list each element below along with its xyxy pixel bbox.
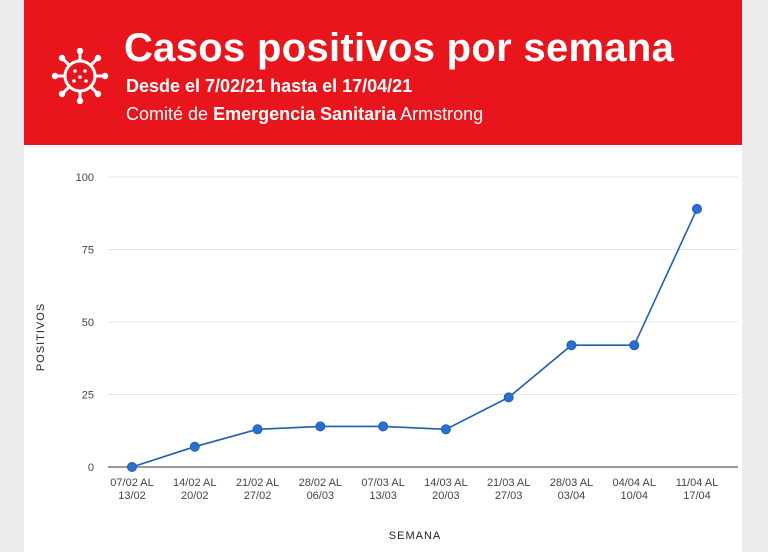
page-title: Casos positivos por semana — [124, 26, 675, 70]
committee-suffix: Armstrong — [400, 104, 484, 124]
x-tick-label: 28/02 AL 06/03 — [299, 477, 342, 502]
data-point — [252, 424, 263, 435]
x-tick-label: 11/04 AL 17/04 — [676, 477, 719, 502]
virus-icon — [51, 47, 109, 105]
y-tick-labels: 0 25 50 75 100 — [76, 172, 94, 474]
y-tick-label: 0 — [88, 462, 94, 474]
y-axis-title: POSITIVOS — [35, 303, 47, 371]
date-range-subtitle: Desde el 7/02/21 hasta el 17/04/21 — [126, 76, 413, 96]
x-tick-label: 07/02 AL 13/02 — [110, 477, 153, 502]
x-tick-label: 07/03 AL 13/03 — [361, 477, 404, 502]
y-tick-label: 50 — [82, 317, 94, 329]
data-point — [566, 340, 577, 351]
line-chart: 0 25 50 75 100 07/02 AL 13/02 14/02 AL 20/02 21/… — [35, 172, 738, 542]
y-tick-label: 25 — [82, 390, 94, 402]
data-point — [692, 203, 702, 214]
data-point — [629, 340, 640, 351]
x-tick-label: 14/02 AL 20/02 — [173, 477, 216, 502]
data-point — [378, 421, 389, 432]
x-tick-label: 21/02 AL 27/02 — [236, 477, 279, 502]
grid-lines — [108, 176, 738, 468]
y-tick-label: 100 — [76, 172, 94, 184]
data-point — [503, 392, 514, 403]
x-tick-labels: 07/02 AL 13/02 14/02 AL 20/02 21/02 AL 27/02 2… — [110, 477, 718, 502]
data-point — [189, 441, 200, 452]
data-point — [315, 421, 326, 432]
committee-prefix: Comité de — [126, 104, 209, 124]
committee-line: Comité de Emergencia Sanitaria Armstrong — [126, 104, 483, 125]
x-tick-label: 28/03 AL 03/04 — [550, 477, 593, 502]
chart-card: Casos positivos por semana Desde el 7/02… — [24, 0, 742, 552]
x-axis-title: SEMANA — [389, 530, 441, 542]
x-tick-label: 21/03 AL 27/03 — [487, 477, 530, 502]
series-line — [131, 208, 698, 468]
data-points — [127, 203, 702, 472]
header-banner: Casos positivos por semana Desde el 7/02… — [24, 0, 742, 145]
committee-bold: Emergencia Sanitaria — [213, 104, 397, 124]
x-tick-label: 04/04 AL 10/04 — [613, 477, 656, 502]
x-tick-label: 14/03 AL 20/03 — [424, 477, 467, 502]
data-point — [127, 462, 137, 472]
data-point — [440, 424, 451, 435]
y-tick-label: 75 — [82, 245, 94, 257]
